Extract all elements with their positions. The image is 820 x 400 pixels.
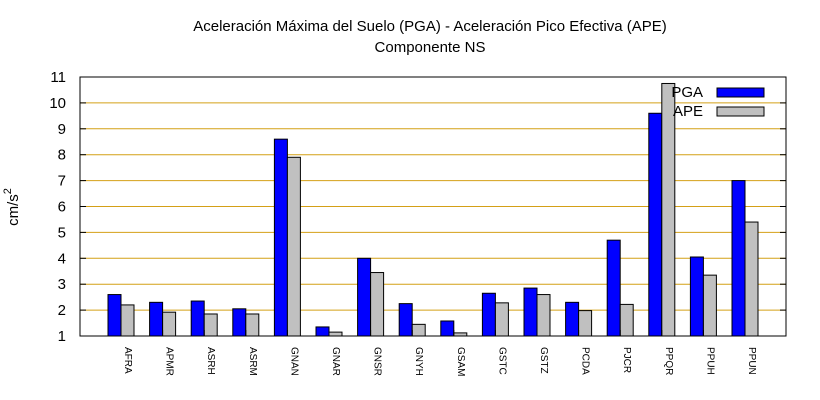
x-tick-label: GSTZ (538, 347, 549, 374)
legend-swatch-ape (716, 106, 765, 117)
bar-ape-afra (120, 304, 135, 337)
x-tick-label: APMR (164, 347, 175, 376)
bar-ape-pcda (578, 310, 593, 337)
x-tick-label: PJCR (621, 347, 632, 373)
legend: PGA APE (671, 84, 765, 120)
bar-pga-pjcr (606, 239, 621, 337)
y-tick-label: 4 (58, 250, 66, 267)
y-axis-label: cm/s2 (2, 188, 22, 226)
grid-lines (80, 102, 786, 311)
x-tick-label: GSAM (455, 347, 466, 376)
legend-swatch-pga (716, 87, 765, 98)
bar-ape-asrm (245, 313, 260, 337)
chart-title: Aceleración Máxima del Suelo (PGA) - Ace… (193, 18, 667, 35)
y-axis-label-text: cm/s (5, 194, 22, 226)
bars (107, 82, 759, 337)
y-axis-label-superscript: 2 (2, 188, 14, 194)
x-tick-label: GNAR (330, 347, 341, 376)
legend-label-pga: PGA (671, 84, 703, 101)
y-tick-label: 9 (58, 121, 66, 138)
bar-ape-gstz (536, 294, 551, 337)
x-tick-label: GNSR (372, 347, 383, 376)
bar-pga-gnar (315, 326, 330, 337)
x-tick-label: PCDA (580, 347, 591, 375)
x-tick-label: ASRH (205, 347, 216, 375)
y-tick-label: 10 (49, 95, 66, 112)
svg-text:cm/s2: cm/s2 (2, 188, 22, 226)
x-tick-label: PPUH (704, 347, 715, 375)
y-tick-label: 2 (58, 302, 66, 319)
y-tick-label: 8 (58, 147, 66, 164)
bar-ape-gnsr (370, 272, 385, 337)
y-tick-label: 7 (58, 173, 66, 190)
bar-ape-ppuh (702, 274, 717, 337)
bar-pga-gstz (523, 287, 538, 337)
bar-pga-gstc (481, 292, 496, 337)
x-ticks: AFRA APMR ASRH ASRM GNAN GNAR GNSR GNYH GSAM GSTC… (120, 330, 757, 376)
bar-pga-gnyh (398, 303, 413, 337)
bar-pga-pcda (565, 301, 580, 337)
bar-ape-gnyh (411, 323, 426, 337)
y-tick-label: 1 (58, 328, 66, 345)
bar-ape-ppun (744, 221, 759, 337)
bar-pga-afra (107, 294, 122, 337)
y-ticks: 1 2 3 4 5 6 7 8 9 10 11 (49, 69, 786, 345)
bar-ape-apmr (162, 311, 177, 337)
x-tick-label: GSTC (496, 347, 507, 375)
legend-label-ape: APE (673, 103, 703, 120)
x-tick-label: PPQR (663, 347, 674, 375)
bar-pga-gnan (273, 138, 288, 337)
bar-pga-ppuh (689, 256, 704, 337)
y-tick-label: 3 (58, 276, 66, 293)
bar-ape-gnan (286, 156, 301, 337)
bar-pga-gsam (440, 320, 455, 337)
chart-subtitle: Componente NS (375, 39, 486, 56)
bar-ape-pjcr (619, 303, 634, 337)
bar-pga-asrh (190, 300, 205, 337)
x-tick-label: GNAN (288, 347, 299, 376)
y-tick-label: 11 (50, 69, 66, 86)
bar-pga-gnsr (357, 257, 372, 337)
bar-pga-ppqr (648, 112, 663, 337)
x-tick-label: PPUN (746, 347, 757, 375)
bar-ape-ppqr (661, 82, 676, 337)
bar-ape-asrh (203, 313, 218, 337)
bar-ape-gnar (328, 331, 343, 337)
y-tick-label: 5 (58, 224, 66, 241)
bar-pga-asrm (232, 308, 247, 337)
bar-pga-ppun (731, 180, 746, 337)
bar-pga-apmr (149, 301, 164, 337)
x-tick-label: GNYH (413, 347, 424, 376)
bar-ape-gstc (494, 302, 509, 337)
y-tick-label: 6 (58, 199, 66, 216)
x-tick-label: ASRM (247, 347, 258, 376)
x-tick-label: AFRA (122, 347, 133, 374)
